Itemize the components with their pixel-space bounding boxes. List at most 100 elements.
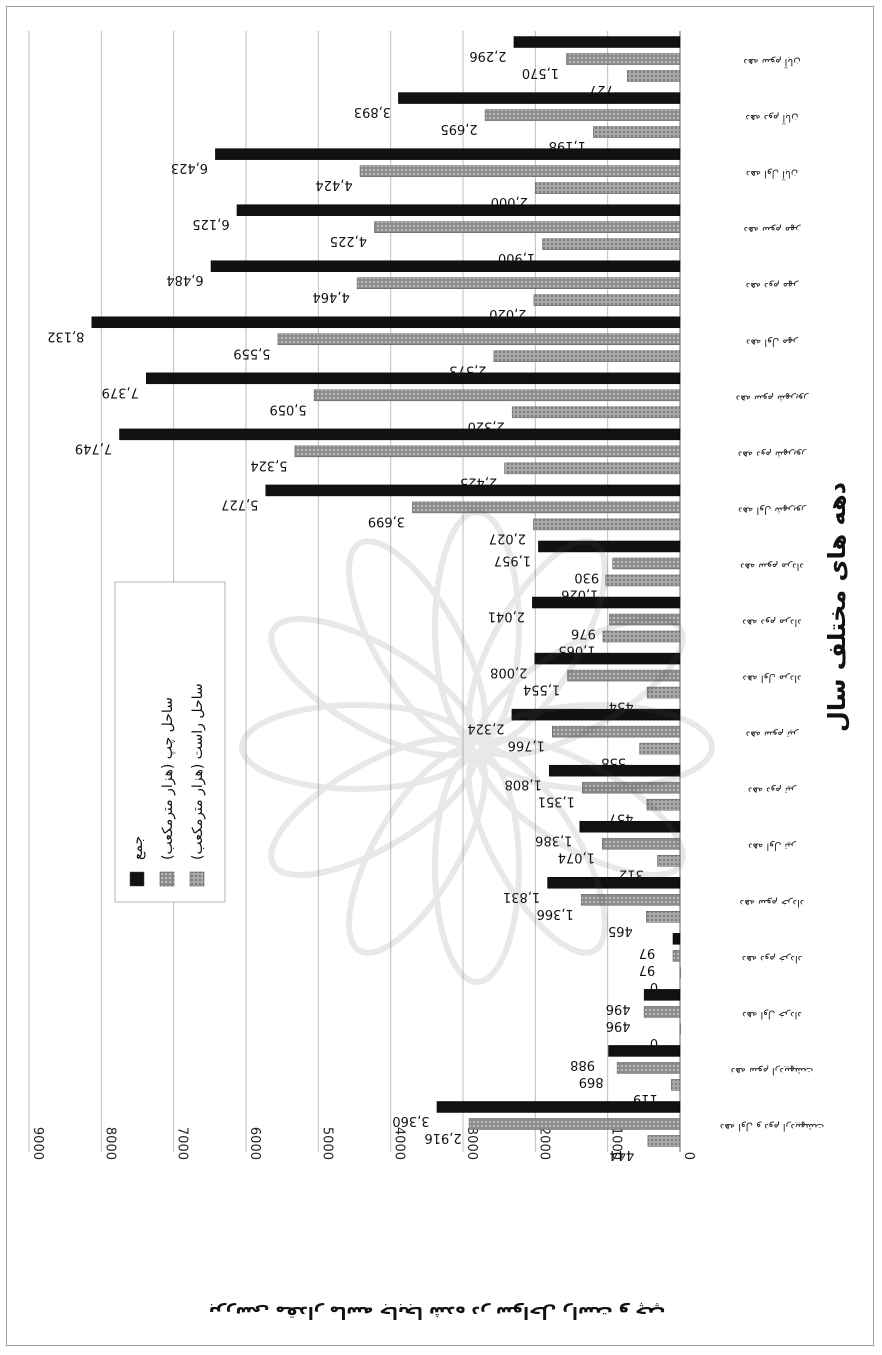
category-label: دهه اول آبان: [746, 168, 798, 181]
data-label: 4,424: [315, 177, 352, 192]
category-label: دهه اول مهر: [746, 336, 799, 347]
data-label: 6,423: [171, 160, 208, 175]
bar-left-bank: [609, 613, 681, 626]
legend-swatch: [129, 871, 145, 887]
bar-total: [215, 148, 681, 160]
bar-right-bank: [533, 294, 681, 306]
data-label: 1,198: [549, 138, 586, 153]
category-label: دهه دوم شهریور: [738, 448, 807, 459]
bar-total: [146, 372, 681, 385]
category-label: دهه اول و دوم اردیبهشت: [720, 1121, 824, 1132]
bar-left-bank: [277, 333, 681, 346]
watermark-emblem: [239, 509, 715, 985]
watermark-petal: [268, 615, 478, 759]
category-label: دهه اول تیر: [748, 841, 797, 852]
bar-right-bank: [533, 518, 681, 531]
legend-label: ساحل راست (هزار مترمکعب): [190, 683, 206, 860]
data-label: 8,132: [47, 328, 84, 343]
bar-right-bank: [647, 1135, 681, 1147]
data-label: 4,464: [312, 289, 349, 304]
bar-total: [236, 204, 681, 216]
bar-left-bank: [672, 950, 681, 962]
tick-label: 6000: [247, 1127, 262, 1160]
data-label: 454: [609, 699, 634, 714]
data-label: 727: [589, 82, 614, 97]
bar-right-bank: [602, 630, 681, 643]
legend-swatch: [189, 871, 205, 887]
data-label: 0: [650, 979, 658, 994]
legend-box: [114, 581, 226, 903]
data-label: 2,695: [440, 121, 477, 136]
bar-total: [210, 260, 681, 272]
bar-total: [548, 764, 681, 777]
category-label: دهه سوم مرداد: [740, 560, 804, 571]
data-label: 312: [619, 867, 644, 882]
tick-label: 1000: [609, 1127, 624, 1160]
data-label: 1,570: [522, 65, 559, 80]
bar-right-bank: [504, 462, 681, 475]
bar-left-bank: [643, 1006, 681, 1018]
bar-total: [608, 1045, 681, 1057]
watermark-petal: [432, 749, 522, 985]
tick-label: 3000: [464, 1127, 479, 1160]
bar-right-bank: [679, 1023, 681, 1035]
bar-total: [579, 820, 681, 833]
category-label: دهه دوم تیر: [748, 785, 797, 796]
bar-total: [547, 877, 681, 889]
bar-total: [511, 708, 681, 721]
data-label: 2,008: [490, 665, 527, 680]
tick-label: 0: [681, 1152, 696, 1160]
legend-label: جمع: [130, 836, 146, 860]
chart-frame: 0 1000 2000 3000 4000 5000 6000 7000 8000 9000 3,3…: [6, 6, 874, 1346]
watermark-petal: [476, 615, 686, 759]
bar-total: [119, 428, 681, 441]
bar-chart: 0 1000 2000 3000 4000 5000 6000 7000 8000 9000 3,3…: [28, 31, 851, 1322]
data-label: 2,041: [488, 609, 525, 624]
bar-left-bank: [468, 1118, 681, 1130]
bar-right-bank: [511, 406, 681, 419]
category-label: دهه سوم آبان: [743, 56, 800, 69]
data-label: 558: [601, 755, 626, 770]
category-label: دهه سوم شهریور: [736, 392, 809, 403]
bar-left-bank: [566, 53, 681, 65]
data-label: 457: [609, 811, 634, 826]
data-label: 1,957: [494, 552, 531, 567]
data-label: 1,554: [523, 682, 560, 697]
bar-right-bank: [679, 967, 681, 979]
bar-total: [91, 316, 681, 329]
bar-right-bank: [535, 182, 681, 194]
data-label: 976: [571, 626, 596, 641]
category-label: دهه دوم مهر: [746, 280, 799, 291]
bar-total: [643, 989, 681, 1001]
category-label: دهه دوم مرداد: [742, 617, 801, 628]
bar-right-bank: [646, 686, 681, 699]
bar-left-bank: [552, 725, 681, 738]
bar-left-bank: [412, 501, 681, 514]
data-label: 6,125: [192, 216, 229, 231]
legend-swatch: [159, 871, 175, 887]
bar-right-bank: [605, 574, 681, 587]
bar-left-bank: [484, 109, 681, 121]
data-label: 1,065: [558, 643, 595, 658]
watermark-petal: [239, 702, 475, 792]
bar-left-bank: [582, 781, 681, 794]
watermark-petal: [345, 746, 489, 956]
category-label: دهه دوم خرداد: [742, 953, 802, 964]
data-label: 0: [650, 1035, 658, 1050]
watermark-petal: [479, 702, 715, 792]
data-label: 465: [608, 923, 633, 938]
data-label: 7,749: [75, 440, 112, 455]
tick-label: 5000: [319, 1127, 334, 1160]
data-label: 2,320: [468, 418, 505, 433]
data-label: 2,296: [469, 48, 506, 63]
category-label: دهه سوم تیر: [746, 729, 800, 740]
bar-left-bank: [374, 221, 681, 233]
data-label: 3,893: [354, 104, 391, 119]
bar-left-bank: [580, 894, 681, 906]
watermark-petal: [345, 538, 489, 748]
data-label: 5,559: [233, 345, 270, 360]
data-label: 97: [639, 962, 656, 977]
watermark-petal: [465, 538, 609, 748]
category-label: دهه سوم خرداد: [740, 897, 805, 908]
watermark-petal: [465, 746, 609, 956]
